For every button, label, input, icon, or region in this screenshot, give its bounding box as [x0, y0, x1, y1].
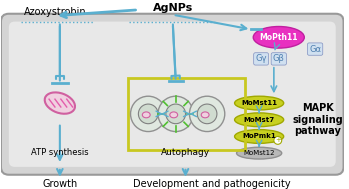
- Text: MoMst7: MoMst7: [244, 117, 275, 123]
- Text: MoPmk1: MoPmk1: [242, 133, 276, 139]
- Ellipse shape: [235, 130, 284, 143]
- Ellipse shape: [235, 96, 284, 110]
- Ellipse shape: [235, 113, 284, 127]
- Circle shape: [131, 96, 166, 132]
- Ellipse shape: [237, 147, 282, 159]
- FancyBboxPatch shape: [9, 22, 336, 167]
- Text: +: +: [275, 137, 281, 143]
- Ellipse shape: [170, 112, 178, 118]
- Text: Growth: Growth: [42, 179, 77, 189]
- Text: Development and pathogenicity: Development and pathogenicity: [133, 179, 291, 189]
- Circle shape: [166, 104, 186, 124]
- Text: MoPth11: MoPth11: [260, 33, 298, 42]
- Circle shape: [197, 104, 217, 124]
- FancyBboxPatch shape: [1, 14, 343, 175]
- Ellipse shape: [142, 112, 150, 118]
- Text: Autophagy: Autophagy: [161, 148, 210, 157]
- Ellipse shape: [253, 26, 304, 48]
- Text: ATP synthesis: ATP synthesis: [31, 148, 89, 157]
- Text: AgNPs: AgNPs: [153, 3, 193, 13]
- Circle shape: [139, 104, 158, 124]
- Text: MoMst12: MoMst12: [243, 150, 275, 156]
- Circle shape: [190, 96, 225, 132]
- Circle shape: [158, 96, 193, 132]
- Text: Gβ: Gβ: [273, 54, 285, 63]
- Text: MAPK
signaling
pathway: MAPK signaling pathway: [293, 103, 343, 136]
- Text: Gγ: Gγ: [255, 54, 267, 63]
- Text: Gα: Gα: [309, 45, 321, 54]
- Ellipse shape: [201, 112, 209, 118]
- Text: Azoxystrobin: Azoxystrobin: [24, 7, 86, 17]
- Ellipse shape: [45, 92, 75, 114]
- Text: MoMst11: MoMst11: [241, 100, 277, 106]
- Circle shape: [274, 136, 282, 144]
